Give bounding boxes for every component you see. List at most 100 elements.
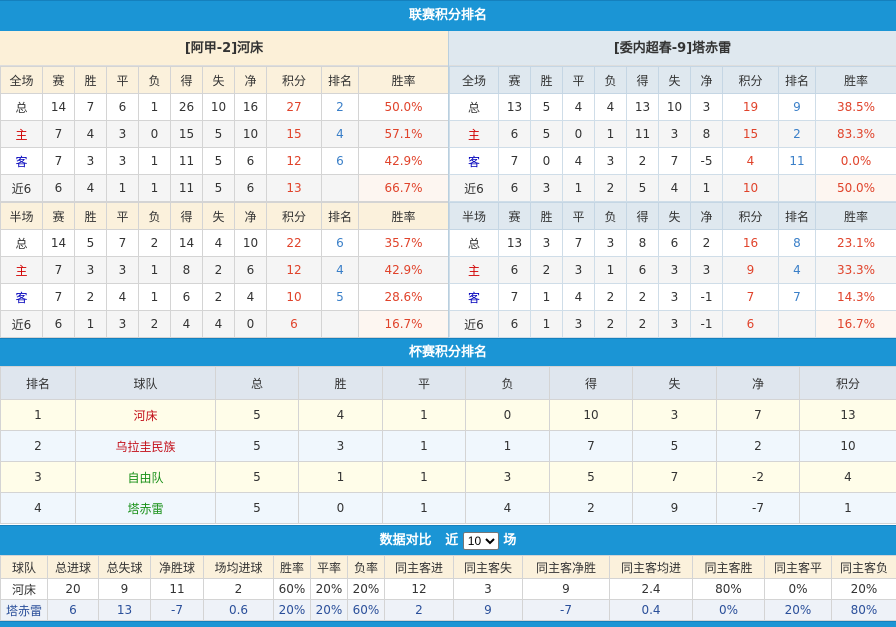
goal-diff: 4 xyxy=(235,284,267,311)
team-link[interactable]: 塔赤雷 xyxy=(76,493,216,524)
goals-against: 2 xyxy=(203,257,235,284)
goal-diff: 1 xyxy=(691,175,723,202)
column-header: 净 xyxy=(235,67,267,94)
goals-against: 3 xyxy=(659,311,691,338)
cell: 10 xyxy=(550,400,633,431)
cell: 5 xyxy=(550,462,633,493)
goals-against: 5 xyxy=(203,148,235,175)
losses: 1 xyxy=(595,121,627,148)
team-link[interactable]: 自由队 xyxy=(76,462,216,493)
wins: 3 xyxy=(75,257,107,284)
rank: 5 xyxy=(322,284,359,311)
cell: 10 xyxy=(800,431,896,462)
cell: 3 xyxy=(299,431,383,462)
cell: 0 xyxy=(299,493,383,524)
goals-against: 5 xyxy=(203,121,235,148)
column-header: 积分 xyxy=(723,67,779,94)
cell: 2 xyxy=(204,579,274,600)
losses: 3 xyxy=(595,148,627,175)
goals-for: 4 xyxy=(171,311,203,338)
wins: 3 xyxy=(75,148,107,175)
cell: 20% xyxy=(274,600,311,621)
win-rate: 28.6% xyxy=(359,284,449,311)
points: 4 xyxy=(723,148,779,175)
played: 6 xyxy=(499,175,531,202)
home-team-name: [阿甲-2]河床 xyxy=(0,31,448,66)
column-header: 负 xyxy=(466,367,550,400)
team-name: 塔赤雷 xyxy=(1,600,48,621)
cup-standings-header: 杯赛积分排名 xyxy=(0,338,896,366)
column-header: 平 xyxy=(107,203,139,230)
cell: 9 xyxy=(523,579,610,600)
cell: 13 xyxy=(800,400,896,431)
goals-for: 13 xyxy=(627,94,659,121)
cell: 13 xyxy=(99,600,151,621)
wins: 4 xyxy=(75,175,107,202)
column-header: 平 xyxy=(563,67,595,94)
wins: 5 xyxy=(531,121,563,148)
cell: 0% xyxy=(693,600,765,621)
row-label: 总 xyxy=(450,230,499,257)
draws: 4 xyxy=(107,284,139,311)
draws: 3 xyxy=(107,257,139,284)
cell: 20% xyxy=(832,579,896,600)
points: 6 xyxy=(267,311,322,338)
played: 7 xyxy=(499,284,531,311)
cell: 7 xyxy=(633,462,717,493)
comparison-table: 球队总进球总失球净胜球场均进球胜率平率负率同主客进同主客失同主客净胜同主客均进同… xyxy=(0,555,896,621)
comparison-title: 数据对比 xyxy=(380,533,432,548)
team-link[interactable]: 河床 xyxy=(76,400,216,431)
goals-for: 6 xyxy=(171,284,203,311)
cell: 5 xyxy=(216,400,299,431)
points: 15 xyxy=(723,121,779,148)
losses: 2 xyxy=(595,311,627,338)
wins: 4 xyxy=(75,121,107,148)
points: 22 xyxy=(267,230,322,257)
column-header: 平 xyxy=(563,203,595,230)
team-name: 河床 xyxy=(1,579,48,600)
cell: 0.4 xyxy=(610,600,693,621)
cell: 5 xyxy=(633,431,717,462)
cell: 2 xyxy=(717,431,800,462)
games-count-select[interactable]: 10 xyxy=(463,532,499,550)
goals-against: 3 xyxy=(659,121,691,148)
column-header: 积分 xyxy=(800,367,896,400)
column-header: 赛 xyxy=(43,67,75,94)
goal-diff: 10 xyxy=(235,230,267,257)
cell: 4 xyxy=(800,462,896,493)
cell: 1 xyxy=(383,431,466,462)
played: 7 xyxy=(43,148,75,175)
column-header: 全场 xyxy=(1,67,43,94)
rank: 7 xyxy=(779,284,816,311)
column-header: 负 xyxy=(139,67,171,94)
cell: 4 xyxy=(299,400,383,431)
data-comparison: 数据对比 近 10 场 球队总进球总失球净胜球场均进球胜率平率负率同主客进同主客… xyxy=(0,525,896,627)
draws: 0 xyxy=(563,121,595,148)
goal-diff: 3 xyxy=(691,257,723,284)
points: 10 xyxy=(267,284,322,311)
win-rate: 50.0% xyxy=(359,94,449,121)
column-header: 胜率 xyxy=(359,67,449,94)
played: 13 xyxy=(499,230,531,257)
team-link[interactable]: 乌拉圭民族 xyxy=(76,431,216,462)
goals-against: 7 xyxy=(659,148,691,175)
win-rate: 57.1% xyxy=(359,121,449,148)
points: 27 xyxy=(267,94,322,121)
losses: 1 xyxy=(139,94,171,121)
rank: 2 xyxy=(322,94,359,121)
goal-diff: 8 xyxy=(691,121,723,148)
cell: 5 xyxy=(216,493,299,524)
wins: 2 xyxy=(531,257,563,284)
